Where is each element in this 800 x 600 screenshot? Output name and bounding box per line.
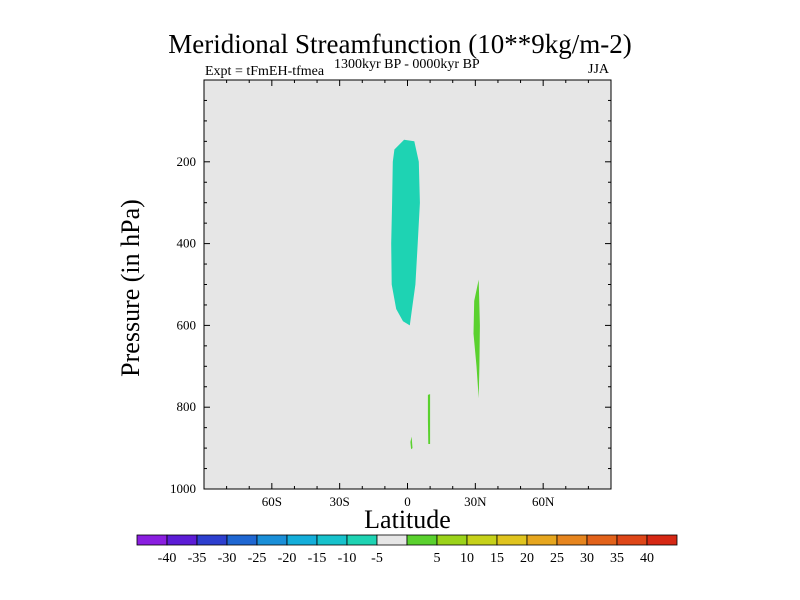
colorbar-swatch <box>526 534 558 546</box>
colorbar-swatch <box>616 534 648 546</box>
colorbar-swatch <box>496 534 528 546</box>
colorbar-label: -35 <box>188 551 207 566</box>
colorbar-label: 20 <box>520 551 534 566</box>
colorbar-label: 30 <box>580 551 594 566</box>
colorbar-label: 40 <box>640 551 654 566</box>
colorbar-label: 35 <box>610 551 624 566</box>
colorbar-swatch <box>556 534 588 546</box>
colorbar-swatch <box>406 534 438 546</box>
colorbar-swatch <box>286 534 318 546</box>
chart-title: Meridional Streamfunction (10**9kg/m-2) <box>168 29 632 59</box>
contour-positive-cell-30n <box>473 279 480 399</box>
colorbar-label: 5 <box>434 551 441 566</box>
y-tick-label: 200 <box>177 154 197 169</box>
colorbar-label: -5 <box>371 551 383 566</box>
season-label: JJA <box>588 62 610 77</box>
colorbar-swatch <box>166 534 198 546</box>
colorbar-label: 15 <box>490 551 504 566</box>
colorbar-label: 10 <box>460 551 474 566</box>
contour-positive-spot-2n <box>410 436 413 450</box>
colorbar-label: -10 <box>338 551 357 566</box>
colorbar-label: 25 <box>550 551 564 566</box>
contour-positive-cell-10n <box>427 394 431 444</box>
colorbar-swatch <box>436 534 468 546</box>
y-tick-label: 400 <box>177 236 197 251</box>
colorbar-swatch <box>346 534 378 546</box>
colorbar-swatch <box>226 534 258 546</box>
y-tick-label: 600 <box>177 317 197 332</box>
experiment-label: Expt = tFmEH-tfmea <box>205 64 325 79</box>
x-tick-label: 60S <box>262 494 282 509</box>
y-tick-label: 800 <box>177 399 197 414</box>
y-tick-label: 1000 <box>170 481 196 496</box>
x-tick-label: 30S <box>330 494 350 509</box>
colorbar-label: -25 <box>248 551 267 566</box>
x-axis-label: Latitude <box>364 505 451 534</box>
colorbar-label: -30 <box>218 551 237 566</box>
colorbar-label: -20 <box>278 551 297 566</box>
colorbar-swatch <box>196 534 228 546</box>
colorbar-swatch <box>316 534 348 546</box>
colorbar-swatch <box>376 534 408 546</box>
colorbar-swatch <box>586 534 618 546</box>
time-range-label: 1300kyr BP - 0000kyr BP <box>334 57 480 72</box>
colorbar-swatch <box>136 534 168 546</box>
colorbar-swatch <box>256 534 288 546</box>
contour-negative-cell-equator <box>391 139 420 326</box>
x-tick-label: 30N <box>464 494 487 509</box>
x-tick-label: 60N <box>532 494 555 509</box>
colorbar-label: -15 <box>308 551 327 566</box>
colorbar-swatch <box>646 534 678 546</box>
x-tick-label: 0 <box>404 494 411 509</box>
colorbar-label: -40 <box>158 551 177 566</box>
colorbar-swatch <box>466 534 498 546</box>
